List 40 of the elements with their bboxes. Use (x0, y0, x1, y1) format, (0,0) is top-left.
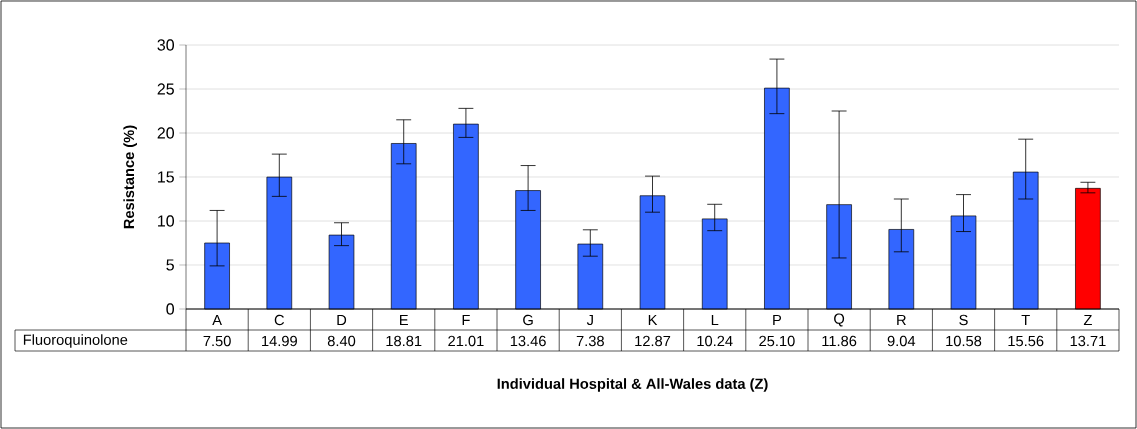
x-tick-label: J (586, 314, 593, 326)
data-label: 11.86 (822, 335, 857, 347)
data-label: 25.10 (759, 335, 795, 347)
x-axis-title: Individual Hospital & All-Wales data (Z) (497, 378, 768, 392)
x-tick-label: E (400, 314, 408, 326)
x-tick-label: P (773, 314, 782, 326)
x-tick-label: G (523, 314, 533, 326)
x-tick-label: L (711, 314, 719, 326)
data-label: 10.58 (946, 335, 982, 347)
x-tick-label: Q (834, 313, 845, 327)
data-label: 13.46 (510, 335, 546, 347)
x-tick-label: R (897, 314, 906, 326)
data-label: 18.81 (386, 335, 422, 347)
y-tick-label: 5 (166, 259, 174, 271)
legend-label: Fluoroquinolone (23, 334, 128, 348)
data-label: 8.40 (327, 335, 356, 347)
data-label: 9.04 (887, 335, 916, 347)
y-tick-label: 30 (157, 39, 175, 51)
data-label: 7.50 (203, 335, 231, 347)
y-axis-title: Resistance (%) (123, 125, 137, 229)
x-tick-label: S (959, 314, 968, 326)
data-label: 10.24 (697, 335, 733, 347)
data-label: 21.01 (448, 335, 484, 347)
x-tick-label: K (648, 314, 658, 326)
x-tick-label: C (274, 314, 285, 326)
data-label: 13.71 (1070, 335, 1106, 347)
y-tick-label: 15 (158, 171, 174, 183)
x-tick-label: T (1021, 314, 1030, 326)
y-tick-label: 25 (157, 83, 174, 95)
data-label: 14.99 (262, 335, 297, 347)
data-label: 7.38 (576, 335, 604, 347)
x-tick-label: Z (1083, 314, 1092, 326)
data-label: 15.56 (1008, 335, 1044, 347)
x-tick-label: F (462, 314, 470, 326)
x-tick-label: A (212, 314, 222, 326)
x-tick-label: D (337, 314, 347, 326)
y-tick-label: 10 (158, 215, 175, 227)
y-tick-label: 20 (157, 127, 175, 139)
data-label: 12.87 (635, 335, 671, 347)
y-tick-label: 0 (166, 303, 175, 315)
